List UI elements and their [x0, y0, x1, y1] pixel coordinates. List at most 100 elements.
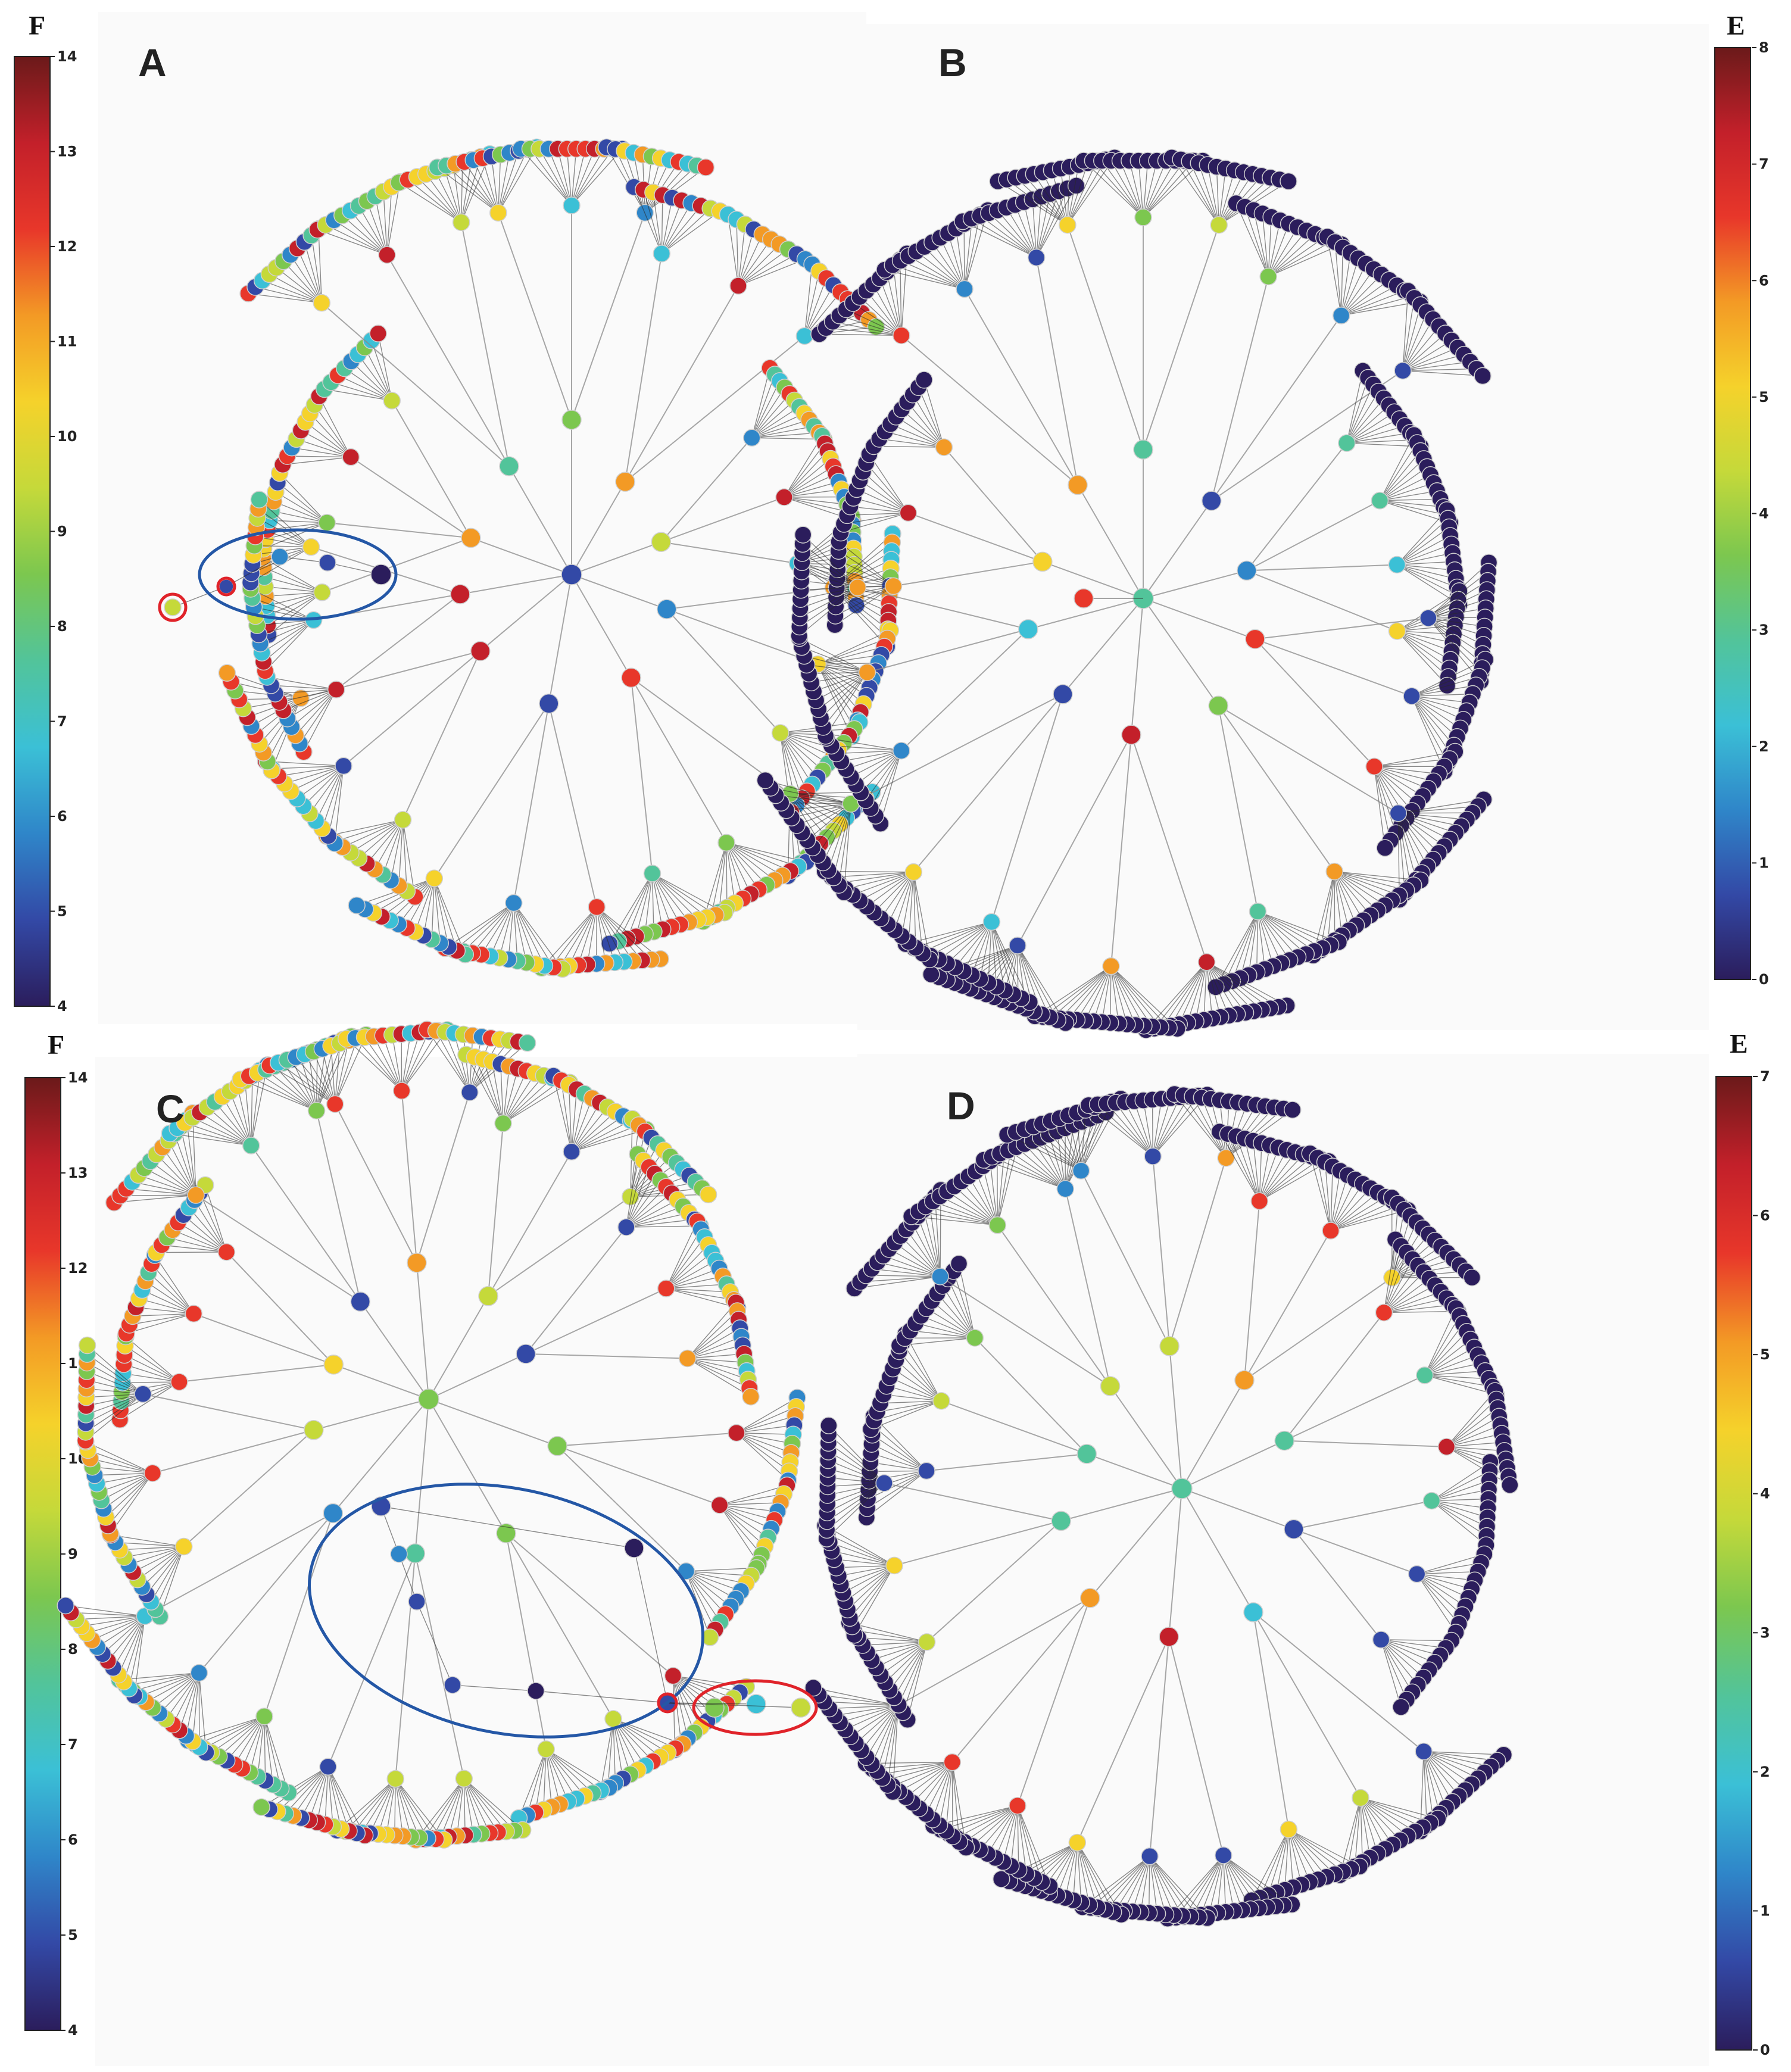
graph-edge — [1380, 1639, 1413, 1693]
graph-edge — [1259, 1160, 1330, 1202]
graph-edge — [513, 903, 545, 966]
graph-edge — [148, 1272, 194, 1314]
graph-edge — [1402, 340, 1452, 372]
graph-node — [1197, 953, 1216, 971]
graph-node — [386, 1770, 404, 1788]
graph-edge — [302, 765, 344, 807]
graph-node — [408, 1593, 426, 1611]
graph-edge — [1446, 1390, 1496, 1447]
graph-edge — [1330, 1205, 1401, 1231]
graph-edge — [472, 903, 514, 954]
graph-edge — [862, 1642, 927, 1646]
graph-edge — [1397, 544, 1452, 566]
graph-edge — [1017, 945, 1058, 1021]
graph-edge — [1132, 1856, 1150, 1912]
graph-edge — [886, 1386, 942, 1402]
graph-edge — [310, 413, 351, 458]
graph-edge — [827, 1483, 885, 1505]
graph-edge — [194, 1200, 227, 1253]
graph-node — [318, 514, 336, 532]
graph-node — [1051, 1511, 1071, 1531]
graph-edge — [125, 1336, 180, 1383]
graph-node — [1388, 622, 1406, 640]
graph-edge — [1178, 962, 1207, 1025]
graph-edge — [146, 1546, 185, 1595]
graph-edge — [786, 803, 851, 811]
graph-edge — [1381, 1639, 1430, 1671]
graph-edge — [1253, 1612, 1424, 1752]
graph-node — [174, 1537, 193, 1556]
graph-edge — [1346, 384, 1374, 444]
graph-edge — [910, 1330, 975, 1338]
graph-edge — [1244, 1277, 1393, 1381]
graph-edge — [1223, 1855, 1259, 1909]
graph-edge — [802, 553, 858, 588]
graph-edge — [86, 1393, 143, 1415]
graph-edge — [823, 672, 868, 728]
graph-edge — [804, 278, 827, 336]
graph-edge — [1086, 1453, 1182, 1489]
graph-edge — [606, 147, 645, 213]
graph-edge — [1077, 484, 1144, 599]
graph-edge — [828, 1425, 885, 1484]
graph-edge — [1397, 631, 1453, 644]
graph-edge — [244, 1081, 252, 1146]
graph-edge — [932, 1762, 953, 1820]
graph-edge — [264, 576, 323, 593]
graph-edge — [1416, 1574, 1466, 1607]
graph-edge — [87, 1345, 143, 1394]
graph-edge — [513, 703, 550, 903]
graph-node — [1009, 937, 1026, 954]
graph-edge — [470, 537, 572, 575]
graph-edge — [1062, 598, 1144, 695]
graph-edge — [440, 1778, 464, 1838]
graph-edge — [229, 1091, 252, 1146]
graph-edge — [1360, 1798, 1408, 1837]
graph-edge — [1360, 1797, 1431, 1824]
graph-edge — [407, 179, 462, 223]
graph-edge — [738, 229, 754, 286]
graph-edge — [834, 1559, 895, 1567]
graph-edge — [513, 903, 536, 965]
graph-edge — [1223, 1855, 1293, 1905]
graph-edge — [92, 1615, 145, 1641]
colorbar-tick-label: 0 — [1759, 971, 1769, 988]
colorbar-tick-label: 13 — [57, 143, 77, 160]
graph-edge — [336, 1778, 396, 1831]
graph-edge — [893, 561, 1043, 587]
graph-edge — [1276, 1829, 1290, 1893]
graph-edge — [827, 1533, 895, 1567]
graph-edge — [1284, 1374, 1425, 1441]
graph-node — [455, 1770, 473, 1788]
graph-edge — [673, 1675, 734, 1699]
graph-edge — [893, 1368, 942, 1402]
graph-edge — [433, 878, 466, 955]
graph-edge — [264, 1716, 274, 1785]
graph-edge — [596, 906, 652, 960]
graph-edge — [491, 1062, 504, 1124]
graph-edge — [1397, 813, 1434, 860]
graph-edge — [571, 1124, 639, 1152]
graph-edge — [903, 1642, 928, 1712]
graph-edge — [751, 419, 810, 438]
graph-edge — [991, 922, 1030, 1003]
graph-edge — [192, 1113, 196, 1196]
graph-edge — [327, 1767, 342, 1829]
graph-edge — [940, 1276, 1111, 1387]
graph-edge — [1396, 535, 1451, 566]
graph-edge — [1143, 598, 1256, 640]
graph-edge — [879, 1761, 953, 1775]
graph-edge — [1330, 1192, 1378, 1231]
graph-edge — [142, 1393, 314, 1431]
panel-label-D: D — [947, 1084, 975, 1128]
graph-edge — [726, 842, 751, 894]
graph-node — [1383, 1269, 1401, 1287]
graph-edge — [454, 1033, 470, 1093]
graph-edge — [327, 522, 471, 539]
graph-edge — [1317, 1157, 1331, 1231]
graph-edge — [975, 1171, 998, 1225]
graph-edge — [1065, 1842, 1078, 1898]
graph-edge — [1380, 500, 1447, 516]
graph-edge — [840, 512, 909, 533]
graph-edge — [133, 1616, 146, 1696]
